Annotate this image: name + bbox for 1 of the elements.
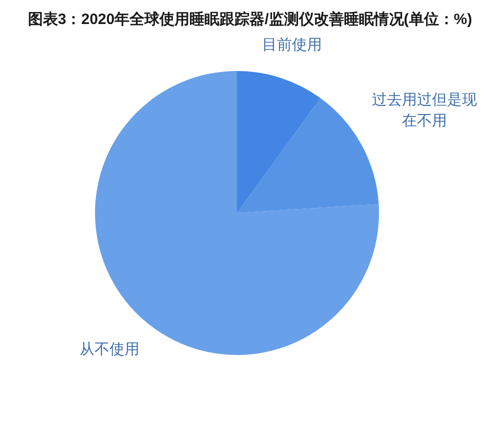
- title: 图表3：2020年全球使用睡眠跟踪器/监测仪改善睡眠情况(单位：%): [28, 11, 472, 28]
